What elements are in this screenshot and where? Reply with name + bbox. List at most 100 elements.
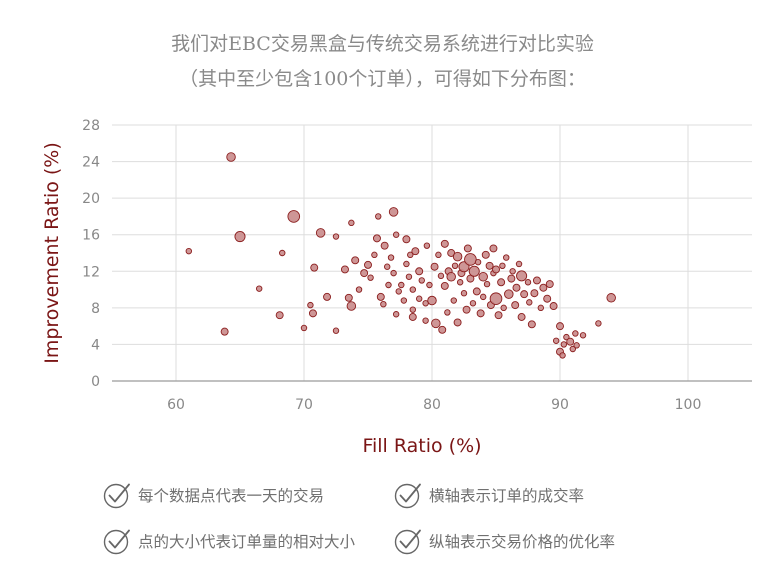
x-tick-label: 60 <box>167 397 185 413</box>
data-point <box>411 247 420 256</box>
y-tick-label: 0 <box>91 374 100 390</box>
data-point <box>405 273 413 280</box>
data-point <box>395 288 402 295</box>
data-point <box>392 311 400 318</box>
note-x-axis: 横轴表示订单的成交率 <box>393 480 584 510</box>
data-point <box>517 313 526 321</box>
data-point <box>469 300 477 307</box>
data-point <box>462 305 471 314</box>
data-point <box>492 265 500 274</box>
data-point <box>402 235 411 244</box>
data-point <box>220 327 229 336</box>
data-point <box>430 262 439 271</box>
data-point <box>185 247 193 255</box>
data-point <box>431 318 441 329</box>
data-point <box>499 262 506 269</box>
data-point <box>307 301 314 309</box>
data-point <box>456 279 464 286</box>
data-point <box>409 306 416 313</box>
data-point <box>552 337 560 344</box>
data-point <box>497 278 506 287</box>
data-point <box>463 244 472 253</box>
data-point <box>422 317 429 324</box>
data-point <box>427 295 437 306</box>
data-point <box>315 228 326 238</box>
data-point <box>549 302 558 311</box>
data-point <box>256 285 263 292</box>
data-point <box>515 260 523 268</box>
data-point <box>346 301 357 311</box>
data-point <box>385 281 392 289</box>
data-point <box>530 289 539 298</box>
note-text: 点的大小代表订单量的相对大小 <box>138 533 356 551</box>
data-point <box>400 297 408 304</box>
data-point <box>464 253 477 266</box>
x-axis-title: Fill Ratio (%) <box>362 435 481 457</box>
data-point <box>543 294 552 303</box>
data-point <box>392 231 400 238</box>
data-point <box>279 249 286 257</box>
data-point <box>480 293 487 301</box>
data-point <box>489 244 498 253</box>
data-point <box>371 251 378 259</box>
y-axis-title: Improvement Ratio (%) <box>41 142 63 364</box>
data-point <box>416 295 423 302</box>
data-point <box>452 251 463 262</box>
y-tick-label: 24 <box>82 155 100 171</box>
data-point <box>408 313 417 321</box>
scatter-chart: 0 4 8 12 16 20 24 28 60 70 80 90 100 Fill Ratio (%) Im… <box>41 118 752 457</box>
x-tick-label: 80 <box>423 397 441 413</box>
chart-heading-line-1: 我们对EBC交易黑盒与传统交易系统进行对比实验 <box>171 33 594 55</box>
data-point <box>348 219 355 227</box>
data-point <box>275 311 284 320</box>
data-point <box>403 260 410 268</box>
data-point <box>504 289 514 299</box>
data-point <box>537 304 544 312</box>
data-point <box>474 258 482 266</box>
note-point-size: 点的大小代表订单量的相对大小 <box>102 526 355 556</box>
data-point <box>440 281 449 290</box>
data-point <box>446 272 456 282</box>
note-text: 纵轴表示交易价格的优化率 <box>429 533 616 551</box>
data-point <box>512 283 521 292</box>
chart-heading-line-2: （其中至少包含100个订单），可得如下分布图： <box>179 68 586 90</box>
x-tick-label: 100 <box>675 397 702 413</box>
note-text: 每个数据点代表一天的交易 <box>138 487 325 505</box>
check-circle-icon <box>394 529 421 555</box>
data-point <box>418 277 425 284</box>
chart-grid <box>112 124 752 381</box>
data-point <box>545 280 554 289</box>
data-point <box>332 327 340 334</box>
data-point <box>415 267 424 276</box>
data-point <box>569 345 576 353</box>
data-point <box>390 269 397 277</box>
y-tick-label: 28 <box>82 118 100 134</box>
note-each-point: 每个数据点代表一天的交易 <box>102 480 324 510</box>
data-point <box>476 309 485 318</box>
data-point <box>485 261 494 270</box>
data-point <box>384 263 391 270</box>
data-point <box>387 254 395 261</box>
y-tick-label: 20 <box>82 191 100 207</box>
data-point <box>453 318 462 327</box>
data-point <box>481 250 490 259</box>
data-point <box>364 260 372 269</box>
note-y-axis: 纵轴表示交易价格的优化率 <box>393 526 615 556</box>
data-point <box>426 281 433 289</box>
data-point <box>388 207 399 217</box>
data-point <box>556 322 564 331</box>
data-point <box>375 213 382 220</box>
x-tick-label: 70 <box>295 397 313 413</box>
data-point <box>573 342 580 349</box>
data-point <box>483 280 491 288</box>
data-point <box>376 292 385 301</box>
data-point <box>595 320 602 327</box>
data-point <box>526 299 533 306</box>
data-point <box>509 268 516 275</box>
data-point <box>503 254 510 261</box>
data-point <box>532 276 541 285</box>
data-point <box>308 309 317 318</box>
data-point <box>226 152 236 162</box>
data-point <box>472 287 481 296</box>
data-point <box>380 301 387 308</box>
